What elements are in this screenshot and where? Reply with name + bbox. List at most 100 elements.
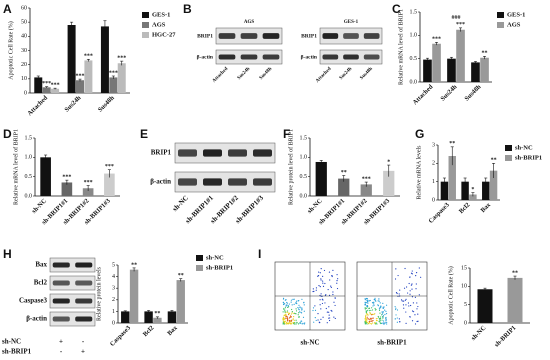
- flow-dot: [302, 322, 304, 324]
- flow-dot: [336, 282, 338, 284]
- flow-dot: [296, 321, 298, 323]
- legend-label: sh-BRIP1: [515, 154, 542, 161]
- flow-dot: [415, 275, 417, 277]
- flow-dot: [336, 279, 338, 282]
- x-tick-label: Bax: [166, 324, 179, 337]
- blot-band: [343, 54, 359, 60]
- blot-background: [49, 257, 96, 273]
- lane-label: Sus24h: [339, 67, 354, 82]
- flow-dot: [319, 285, 321, 288]
- flow-dot: [409, 276, 411, 278]
- bar: [42, 87, 51, 93]
- significance: **: [341, 170, 347, 176]
- flow-dot: [373, 304, 375, 306]
- flow-dot: [290, 321, 292, 323]
- flow-dot: [394, 306, 396, 308]
- flow-dot: [396, 317, 398, 319]
- flow-dot: [328, 294, 331, 296]
- legend-swatch: [196, 255, 203, 261]
- flow-dot: [327, 288, 329, 291]
- flow-dot: [371, 317, 373, 319]
- legend-swatch: [142, 32, 149, 38]
- flow-dot: [285, 305, 287, 307]
- bar: [447, 58, 456, 82]
- flow-dot: [376, 323, 378, 325]
- blot-band: [75, 316, 93, 322]
- flow-dot: [326, 322, 328, 324]
- flow-dot: [368, 307, 370, 310]
- flow-dot: [301, 312, 303, 314]
- flow-dot: [385, 304, 388, 306]
- flow-dot: [301, 323, 303, 325]
- y-axis-label: Relative mRNA level of BRIP1: [12, 129, 19, 205]
- significance: **: [131, 262, 137, 268]
- flow-dot: [295, 302, 297, 304]
- flow-dot: [295, 323, 297, 325]
- y-tick-label: 1.0: [410, 33, 418, 39]
- y-tick-label: 50: [21, 20, 27, 26]
- y-tick-label: 1.5: [410, 9, 418, 15]
- flow-dot: [331, 310, 333, 312]
- flow-dot: [402, 300, 405, 302]
- flow-dot: [417, 320, 419, 322]
- x-tick-label: Sus24h: [439, 83, 458, 102]
- bar: [432, 43, 441, 82]
- condition-label: sh-BRIP1: [2, 348, 32, 356]
- significance: **: [482, 51, 488, 57]
- flow-dot: [295, 319, 297, 321]
- flow-dot: [414, 314, 416, 316]
- lane-label: Attached: [212, 67, 229, 84]
- blot-band: [218, 33, 236, 39]
- flow-dot: [295, 308, 297, 310]
- bar: [153, 317, 162, 323]
- flow-dot: [294, 312, 296, 315]
- y-tick-label: 1: [112, 309, 115, 315]
- flow-dot: [379, 307, 381, 309]
- flow-dot: [284, 322, 286, 324]
- x-tick-label: Sus24h: [63, 94, 82, 113]
- y-tick-label: 1.5: [25, 135, 33, 141]
- y-tick-label: 2: [112, 297, 115, 303]
- flow-dot: [371, 314, 373, 316]
- flow-dot: [370, 320, 372, 322]
- flow-dot: [415, 288, 417, 290]
- flow-dot: [384, 309, 386, 311]
- flow-dot: [304, 322, 306, 324]
- flow-dot: [320, 293, 322, 295]
- flow-dot: [294, 321, 296, 324]
- flow-dot: [378, 308, 381, 310]
- y-axis-label: Relative protein level of BRIP1: [287, 129, 294, 205]
- flow-dot: [298, 316, 301, 318]
- lane-label: Sus48h: [259, 67, 274, 82]
- legend-label: sh-NC: [515, 144, 533, 151]
- flow-dot: [364, 308, 366, 310]
- significance: ***: [432, 37, 441, 43]
- flow-dot: [294, 323, 296, 325]
- flow-dot: [284, 299, 286, 301]
- flow-dot: [328, 311, 330, 313]
- flow-dot: [333, 316, 335, 318]
- y-tick-label: 1.0: [300, 155, 308, 161]
- blot-band: [75, 280, 93, 286]
- y-tick-label: 15: [461, 265, 467, 271]
- flow-dot: [372, 305, 374, 307]
- flow-dot: [410, 284, 413, 286]
- flow-dot: [293, 319, 295, 321]
- flow-dot: [298, 304, 300, 306]
- flow-dot: [372, 319, 374, 322]
- bar: [423, 59, 432, 82]
- flow-dot: [286, 323, 288, 325]
- flow-dot: [315, 287, 318, 289]
- flow-dot: [411, 296, 414, 298]
- blot-band: [178, 149, 197, 157]
- flow-dot: [409, 316, 411, 318]
- flow-dot: [286, 304, 288, 306]
- flow-dot: [381, 313, 384, 315]
- lane-label: Sus24h: [237, 67, 252, 82]
- flow-dot: [298, 308, 300, 310]
- flow-dot: [395, 307, 397, 309]
- flow-dot: [374, 322, 376, 324]
- significance: ***: [62, 175, 71, 181]
- flow-dot: [420, 276, 422, 278]
- significance: **: [178, 273, 184, 279]
